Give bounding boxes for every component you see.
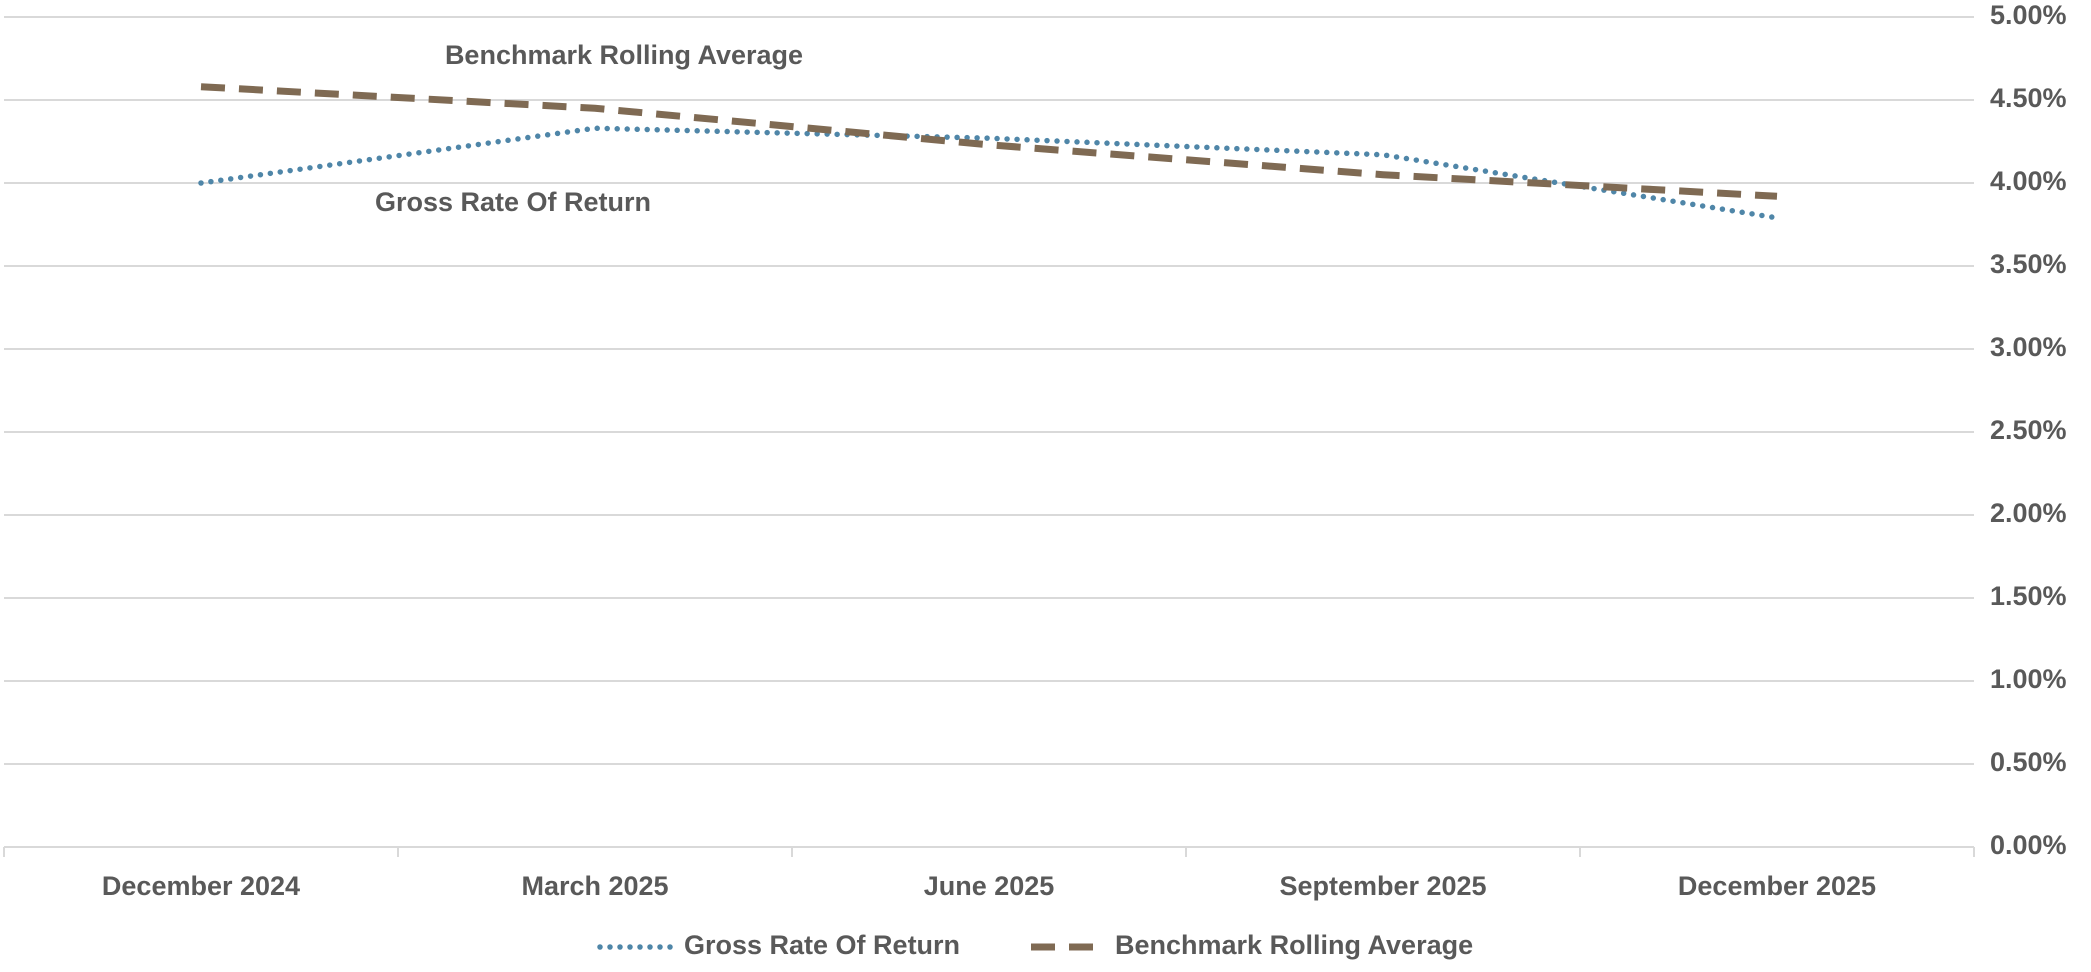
- y-tick-label: 1.00%: [1990, 664, 2067, 694]
- x-tick-label: December 2025: [1678, 871, 1876, 901]
- legend-label: Gross Rate Of Return: [684, 930, 960, 960]
- x-tick-label: September 2025: [1279, 871, 1486, 901]
- series-line: [198, 125, 1780, 221]
- y-tick-label: 1.50%: [1990, 581, 2067, 611]
- y-tick-label: 2.50%: [1990, 415, 2067, 445]
- x-tick-label: March 2025: [521, 871, 668, 901]
- x-tick-label: June 2025: [924, 871, 1055, 901]
- legend-label: Benchmark Rolling Average: [1115, 930, 1473, 960]
- y-tick-label: 4.50%: [1990, 83, 2067, 113]
- y-tick-label: 2.00%: [1990, 498, 2067, 528]
- annotation: Gross Rate Of Return: [375, 187, 651, 217]
- x-tick-label: December 2024: [102, 871, 300, 901]
- y-tick-label: 4.00%: [1990, 166, 2067, 196]
- series-line: [200, 83, 1778, 200]
- y-tick-label: 0.50%: [1990, 747, 2067, 777]
- y-tick-label: 5.00%: [1990, 0, 2067, 30]
- annotation: Benchmark Rolling Average: [445, 40, 803, 70]
- y-tick-label: 3.50%: [1990, 249, 2067, 279]
- y-tick-label: 0.00%: [1990, 830, 2067, 860]
- y-tick-label: 3.00%: [1990, 332, 2067, 362]
